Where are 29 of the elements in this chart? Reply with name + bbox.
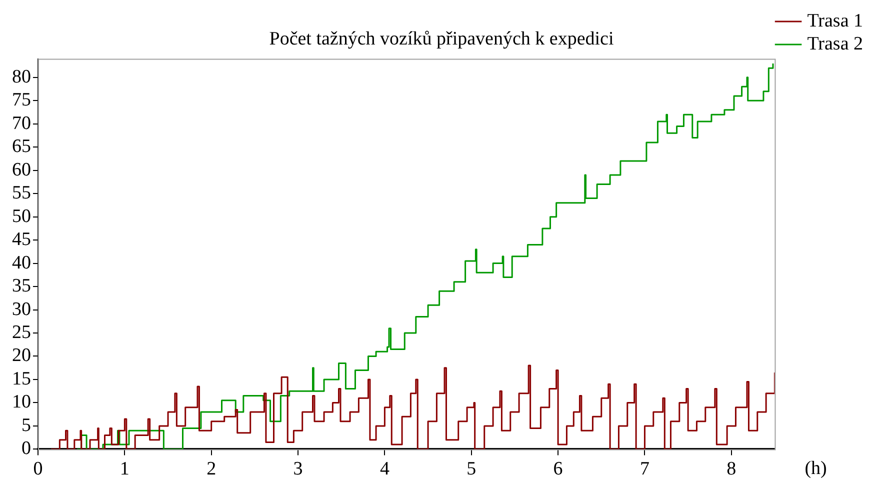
x-tick-label: 7 xyxy=(640,458,650,480)
x-tick-label: 8 xyxy=(726,458,736,480)
legend-label: Trasa 2 xyxy=(807,33,864,54)
y-tick-label: 20 xyxy=(12,345,31,366)
y-tick-label: 30 xyxy=(12,298,31,320)
x-tick-label: 1 xyxy=(120,458,130,480)
y-tick-label: 40 xyxy=(12,252,31,274)
y-tick-label: 25 xyxy=(12,322,31,343)
y-tick-label: 50 xyxy=(12,206,31,227)
x-tick-label: 4 xyxy=(380,458,390,480)
x-tick-label: 5 xyxy=(466,458,476,480)
y-tick-label: 80 xyxy=(12,66,31,88)
x-tick-label: 3 xyxy=(293,458,303,480)
y-tick-label: 70 xyxy=(12,112,31,134)
y-tick-label: 65 xyxy=(12,136,31,158)
x-axis-title: (h) xyxy=(804,458,827,480)
y-tick-label: 55 xyxy=(12,182,31,204)
y-tick-label: 60 xyxy=(12,159,31,180)
y-tick-label: 35 xyxy=(12,276,31,297)
y-tick-label: 10 xyxy=(12,392,31,413)
y-tick-label: 5 xyxy=(22,414,31,436)
chart-title: Počet tažných vozíků připavených k expedici xyxy=(269,28,614,50)
y-tick-label: 15 xyxy=(12,368,31,390)
x-tick-label: 6 xyxy=(553,458,563,480)
x-tick-label: 2 xyxy=(206,458,216,480)
y-tick-label: 0 xyxy=(22,438,31,460)
y-tick-label: 75 xyxy=(12,90,31,111)
legend-label: Trasa 1 xyxy=(807,10,864,32)
y-tick-label: 45 xyxy=(12,229,31,250)
